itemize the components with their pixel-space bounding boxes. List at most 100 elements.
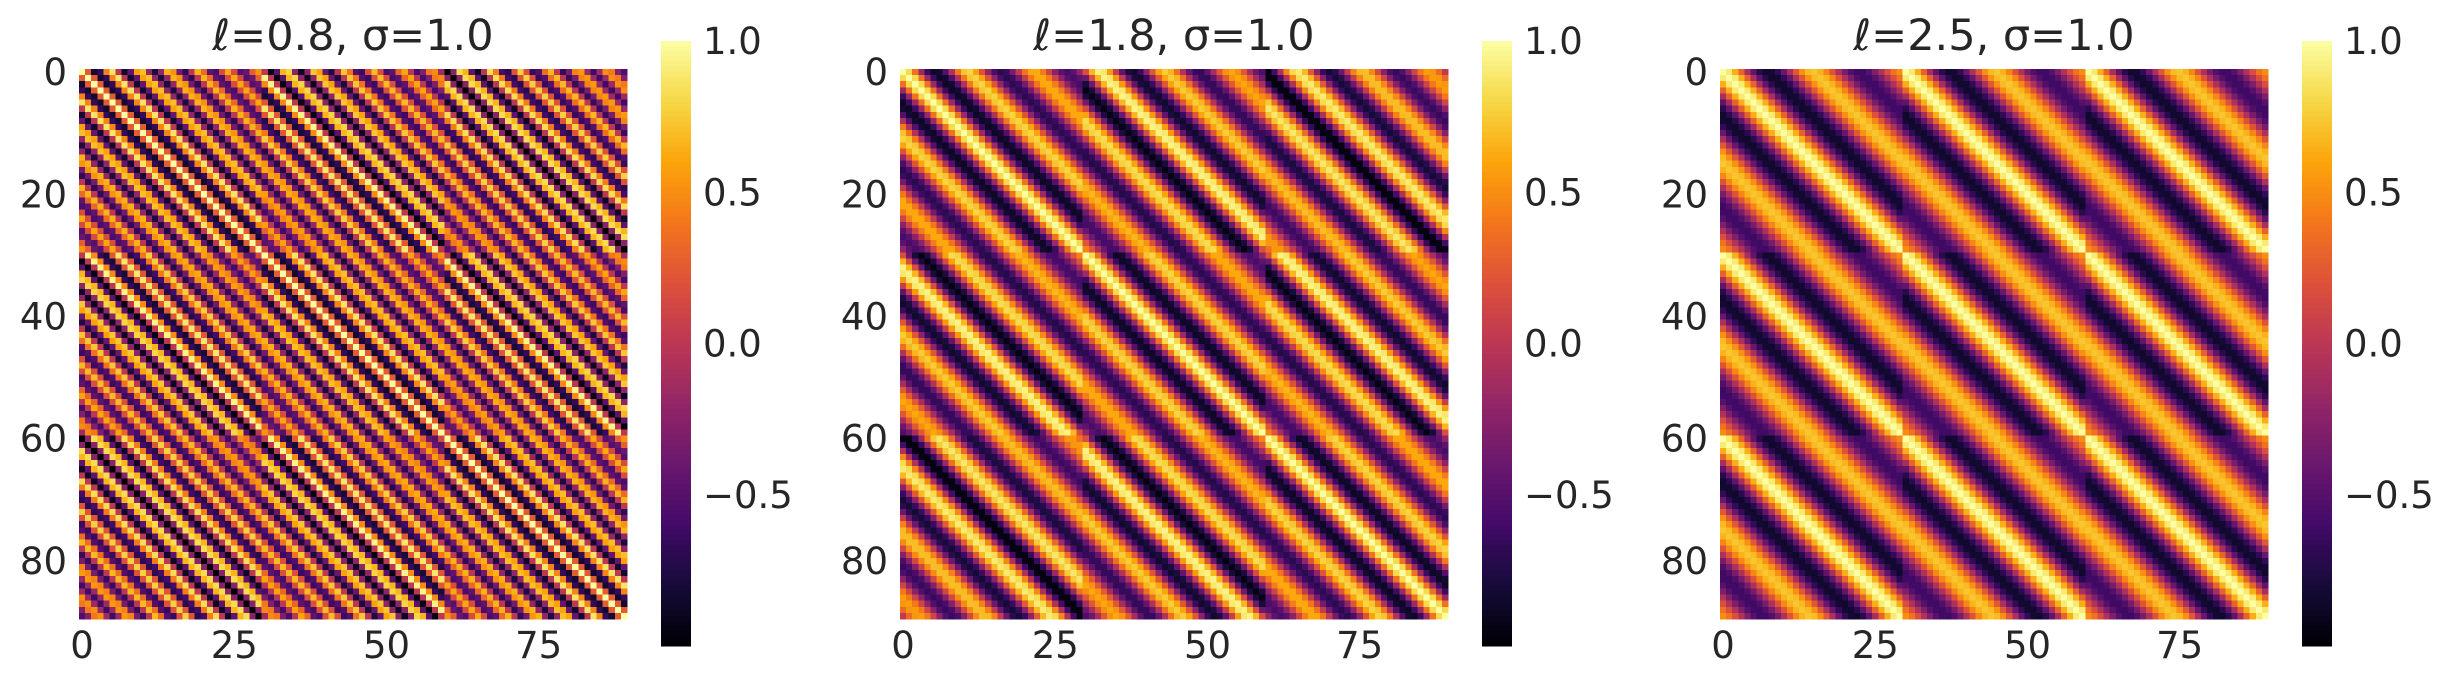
heatmap-cell	[609, 81, 616, 88]
heatmap-cell	[274, 295, 281, 302]
heatmap-cell	[371, 228, 378, 235]
heatmap-cell	[499, 387, 506, 394]
heatmap-cell	[103, 100, 110, 107]
heatmap-cell	[103, 326, 110, 333]
heatmap-cell	[603, 283, 610, 290]
heatmap-cell	[195, 338, 202, 345]
heatmap-cell	[609, 234, 616, 241]
heatmap-cell	[225, 375, 232, 382]
heatmap-cell	[432, 265, 439, 272]
heatmap-cell	[256, 246, 263, 253]
heatmap-cell	[170, 356, 177, 363]
heatmap-cell	[231, 332, 238, 339]
heatmap-cell	[243, 399, 250, 406]
heatmap-cell	[493, 124, 500, 131]
heatmap-cell	[408, 197, 415, 204]
heatmap-cell	[249, 326, 256, 333]
heatmap-cell	[237, 106, 244, 113]
heatmap-cell	[402, 93, 409, 100]
heatmap-cell	[298, 362, 305, 369]
heatmap-cell	[457, 307, 464, 314]
heatmap-cell	[304, 167, 311, 174]
heatmap-cell	[274, 136, 281, 143]
heatmap-cell	[128, 381, 135, 388]
heatmap-cell	[548, 136, 555, 143]
heatmap-cell	[341, 356, 348, 363]
heatmap-cell	[444, 148, 451, 155]
heatmap-cell	[377, 161, 384, 168]
heatmap-cell	[103, 258, 110, 265]
heatmap-cell	[97, 252, 104, 259]
heatmap-cell	[481, 234, 488, 241]
heatmap-cell	[158, 258, 165, 265]
heatmap-cell	[280, 307, 287, 314]
heatmap-cell	[164, 173, 171, 180]
heatmap-cell	[560, 332, 567, 339]
heatmap-cell	[189, 356, 196, 363]
heatmap-cell	[469, 313, 476, 320]
heatmap-cell	[566, 283, 573, 290]
heatmap-cell	[237, 87, 244, 94]
heatmap-cell	[231, 161, 238, 168]
heatmap-cell	[542, 93, 549, 100]
heatmap-cell	[609, 381, 616, 388]
heatmap-cell	[140, 69, 147, 76]
heatmap-cell	[237, 405, 244, 412]
heatmap-cell	[316, 381, 323, 388]
heatmap-cell	[85, 173, 92, 180]
heatmap-cell	[536, 155, 543, 162]
heatmap-cell	[402, 173, 409, 180]
heatmap-cell	[310, 216, 317, 223]
heatmap-cell	[523, 277, 530, 284]
heatmap-cell	[365, 69, 372, 76]
heatmap-cell	[396, 283, 403, 290]
heatmap-cell	[274, 216, 281, 223]
heatmap-cell	[463, 362, 470, 369]
heatmap-cell	[176, 87, 183, 94]
heatmap-cell	[116, 277, 123, 284]
heatmap-cell	[256, 252, 263, 259]
heatmap-cell	[609, 197, 616, 204]
heatmap-cell	[359, 136, 366, 143]
heatmap-cell	[597, 289, 604, 296]
heatmap-cell	[536, 185, 543, 192]
heatmap-cell	[310, 362, 317, 369]
heatmap-cell	[517, 295, 524, 302]
heatmap-cell	[475, 179, 482, 186]
heatmap-cell	[170, 148, 177, 155]
heatmap-cell	[164, 161, 171, 168]
heatmap-cell	[584, 112, 591, 119]
heatmap-cell	[371, 271, 378, 278]
heatmap-cell	[249, 228, 256, 235]
heatmap-cell	[146, 148, 153, 155]
heatmap-cell	[493, 118, 500, 125]
heatmap-cell	[219, 277, 226, 284]
heatmap-cell	[128, 179, 135, 186]
heatmap-cell	[402, 344, 409, 351]
heatmap-cell	[578, 301, 585, 308]
heatmap-cell	[408, 87, 415, 94]
heatmap-cell	[109, 124, 116, 131]
heatmap-cell	[134, 368, 141, 375]
heatmap-cell	[249, 185, 256, 192]
heatmap-cell	[292, 87, 299, 94]
heatmap-cell	[560, 307, 567, 314]
heatmap-cell	[402, 393, 409, 400]
heatmap-cell	[615, 203, 622, 210]
heatmap-cell	[584, 210, 591, 217]
heatmap-cell	[402, 148, 409, 155]
heatmap-cell	[170, 313, 177, 320]
heatmap-cell	[323, 289, 330, 296]
heatmap-cell	[146, 69, 153, 76]
heatmap-cell	[517, 136, 524, 143]
heatmap-cell	[493, 106, 500, 113]
heatmap-cell	[578, 277, 585, 284]
heatmap-cell	[457, 258, 464, 265]
heatmap-cell	[432, 289, 439, 296]
heatmap-cell	[499, 320, 506, 327]
heatmap-cell	[85, 350, 92, 357]
heatmap-cell	[286, 136, 293, 143]
heatmap-cell	[438, 283, 445, 290]
heatmap-cell	[116, 75, 123, 82]
heatmap-cell	[316, 112, 323, 119]
